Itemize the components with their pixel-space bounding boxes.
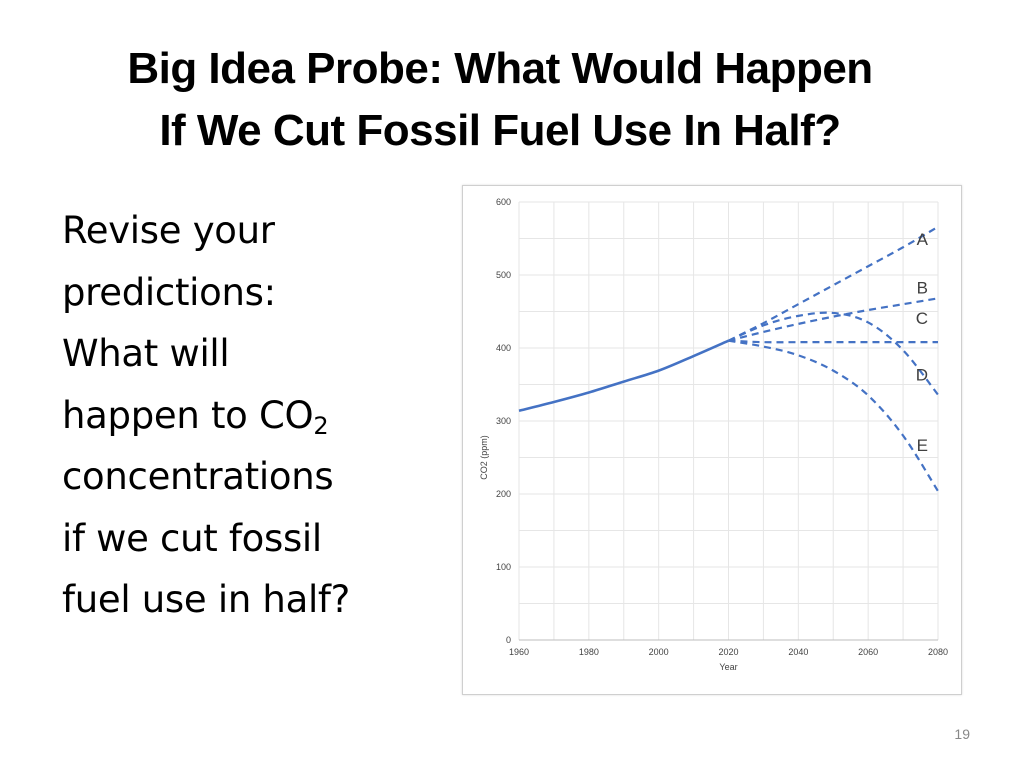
series-line-historical bbox=[518, 339, 730, 413]
series-label-e: E bbox=[917, 436, 928, 455]
body-line-6: if we cut fossil bbox=[62, 516, 322, 560]
body-line-3: What will bbox=[62, 332, 230, 375]
body-line-4: happen to CO2 bbox=[62, 385, 402, 447]
series-line-e bbox=[728, 339, 939, 492]
body-text: Revise your predictions: What will happe… bbox=[62, 200, 402, 631]
series-label-a: A bbox=[917, 230, 929, 249]
body-line-2: predictions: bbox=[62, 270, 276, 314]
series-label-b: B bbox=[917, 278, 928, 297]
y-axis-title: CO2 (ppm) bbox=[479, 435, 489, 480]
series-label-d: D bbox=[916, 366, 928, 385]
y-tick-label: 100 bbox=[496, 562, 511, 572]
x-tick-label: 1960 bbox=[509, 647, 529, 657]
y-tick-label: 300 bbox=[496, 416, 511, 426]
slide-title: Big Idea Probe: What Would Happen If We … bbox=[30, 38, 970, 162]
x-tick-label: 2020 bbox=[718, 647, 738, 657]
co2-chart: 1960 1980 2000 2020 2040 2060 2080 0 100 200 300 40… bbox=[479, 197, 948, 672]
chart-frame: 1960 1980 2000 2020 2040 2060 2080 0 100 200 300 40… bbox=[462, 185, 962, 695]
page-number: 19 bbox=[954, 726, 970, 742]
x-tick-label: 1980 bbox=[579, 647, 599, 657]
title-line-2: If We Cut Fossil Fuel Use In Half? bbox=[159, 106, 841, 155]
body-line-4-text: happen to CO bbox=[62, 393, 314, 437]
y-tick-label: 600 bbox=[496, 197, 511, 207]
y-tick-label: 500 bbox=[496, 270, 511, 280]
series-line-c bbox=[728, 339, 938, 344]
y-tick-label: 400 bbox=[496, 343, 511, 353]
x-tick-label: 2000 bbox=[649, 647, 669, 657]
x-tick-label: 2040 bbox=[788, 647, 808, 657]
series-label-c: C bbox=[916, 309, 928, 328]
body-line-7: fuel use in half? bbox=[62, 578, 350, 621]
title-line-1: Big Idea Probe: What Would Happen bbox=[127, 44, 873, 93]
body-line-5: concentrations bbox=[62, 455, 334, 498]
x-axis-title: Year bbox=[719, 662, 737, 672]
y-tick-label: 0 bbox=[506, 635, 511, 645]
co2-subscript: 2 bbox=[313, 411, 329, 440]
series-line-a bbox=[728, 225, 939, 342]
x-tick-label: 2080 bbox=[928, 647, 948, 657]
y-tick-label: 200 bbox=[496, 489, 511, 499]
series-line-d bbox=[728, 311, 939, 396]
x-tick-label: 2060 bbox=[858, 647, 878, 657]
body-line-1: Revise your bbox=[62, 209, 275, 252]
